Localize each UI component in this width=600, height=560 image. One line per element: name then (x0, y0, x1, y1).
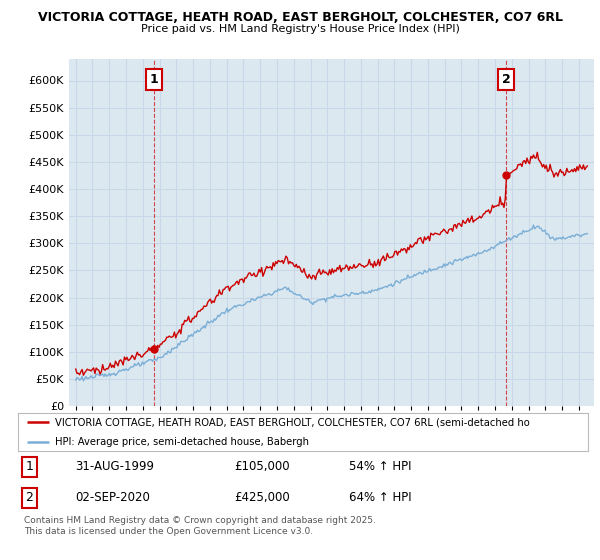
Text: 2: 2 (25, 491, 34, 504)
Text: 1: 1 (25, 460, 34, 473)
Text: 02-SEP-2020: 02-SEP-2020 (75, 491, 150, 504)
Text: 64% ↑ HPI: 64% ↑ HPI (349, 491, 411, 504)
Text: HPI: Average price, semi-detached house, Babergh: HPI: Average price, semi-detached house,… (55, 437, 309, 447)
Text: £105,000: £105,000 (235, 460, 290, 473)
Text: Contains HM Land Registry data © Crown copyright and database right 2025.
This d: Contains HM Land Registry data © Crown c… (24, 516, 376, 536)
Text: 31-AUG-1999: 31-AUG-1999 (75, 460, 154, 473)
Text: 2: 2 (502, 73, 511, 86)
Text: Price paid vs. HM Land Registry's House Price Index (HPI): Price paid vs. HM Land Registry's House … (140, 24, 460, 34)
Text: VICTORIA COTTAGE, HEATH ROAD, EAST BERGHOLT, COLCHESTER, CO7 6RL: VICTORIA COTTAGE, HEATH ROAD, EAST BERGH… (37, 11, 563, 24)
Text: VICTORIA COTTAGE, HEATH ROAD, EAST BERGHOLT, COLCHESTER, CO7 6RL (semi-detached : VICTORIA COTTAGE, HEATH ROAD, EAST BERGH… (55, 417, 530, 427)
Text: 54% ↑ HPI: 54% ↑ HPI (349, 460, 411, 473)
Text: 1: 1 (149, 73, 158, 86)
Text: £425,000: £425,000 (235, 491, 290, 504)
